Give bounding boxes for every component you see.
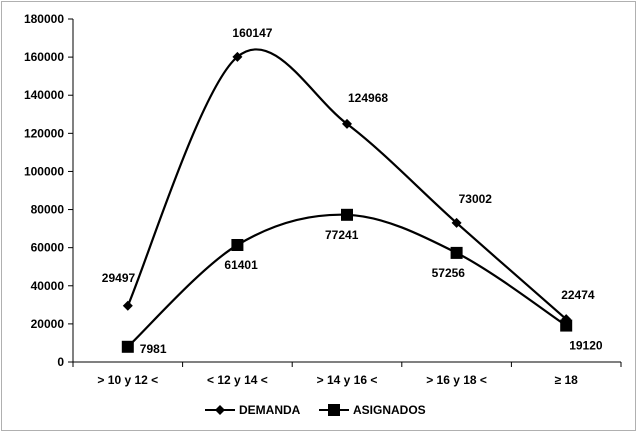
data-label-demanda: 22474 [561, 288, 595, 302]
data-label-demanda: 124968 [348, 91, 388, 105]
y-tick-label: 180000 [24, 12, 64, 26]
chart-series [121, 48, 573, 353]
y-tick-label: 0 [57, 355, 64, 369]
data-point-asignados [560, 319, 573, 332]
x-tick-label: ≥ 18 [555, 373, 579, 387]
chart-legend: DEMANDA ASIGNADOS [205, 403, 426, 417]
data-point-asignados [341, 208, 353, 221]
data-label-asignados: 19120 [569, 339, 603, 353]
y-tick-label: 80000 [31, 203, 65, 217]
x-axis-ticks: > 10 y 12 < < 12 y 14 < > 14 y 16 < > 16 y … [72, 362, 622, 387]
data-label-asignados: 77241 [325, 228, 359, 242]
data-labels: 29497 160147 124968 73002 22474 7981 61401 7724… [102, 26, 603, 356]
x-tick-label: > 14 y 16 < [317, 373, 378, 387]
data-point-demanda [232, 51, 243, 62]
data-label-demanda: 29497 [102, 271, 136, 285]
y-tick-label: 140000 [24, 88, 64, 102]
legend-label-demanda: DEMANDA [239, 403, 301, 417]
data-label-asignados: 7981 [140, 342, 167, 356]
legend-marker-demanda [215, 405, 225, 415]
y-axis-ticks: 0 20000 40000 60000 80000 100000 120000 140000 1… [24, 12, 73, 369]
data-point-demanda [342, 118, 352, 129]
y-tick-label: 20000 [31, 317, 65, 331]
legend-label-asignados: ASIGNADOS [353, 403, 426, 417]
y-tick-label: 60000 [31, 241, 65, 255]
data-label-demanda: 160147 [232, 26, 272, 40]
data-point-asignados [231, 238, 244, 251]
x-tick-label: > 16 y 18 < [426, 373, 487, 387]
y-tick-label: 100000 [24, 164, 64, 178]
data-point-demanda [451, 217, 462, 228]
legend-marker-asignados [328, 404, 340, 416]
data-label-asignados: 61401 [224, 258, 258, 272]
x-tick-label: > 10 y 12 < [97, 373, 158, 387]
y-tick-label: 160000 [24, 50, 64, 64]
series-line-demanda [126, 48, 567, 321]
data-point-demanda [122, 300, 133, 311]
data-label-demanda: 73002 [459, 192, 493, 206]
data-point-asignados [450, 246, 463, 259]
data-point-asignados [121, 340, 134, 353]
y-tick-label: 40000 [31, 279, 65, 293]
x-tick-label: < 12 y 14 < [207, 373, 268, 387]
chart-axes [72, 19, 621, 363]
data-label-asignados: 57256 [432, 266, 466, 280]
y-tick-label: 120000 [24, 126, 64, 140]
